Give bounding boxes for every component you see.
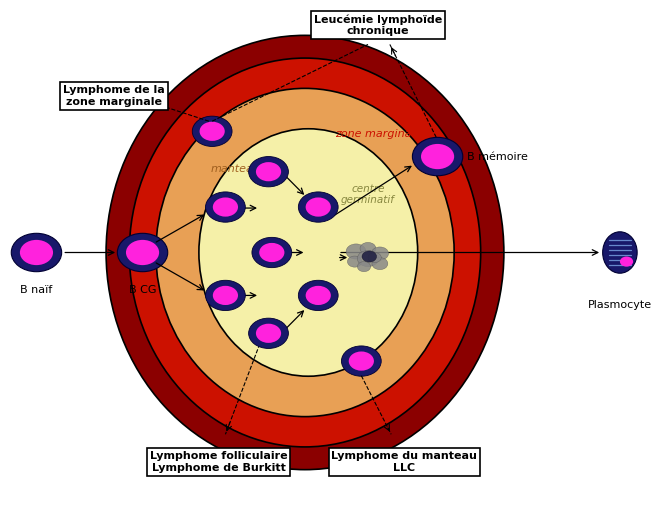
Ellipse shape (346, 244, 366, 259)
Ellipse shape (192, 116, 232, 146)
Text: Lymphome du manteau
LLC: Lymphome du manteau LLC (332, 451, 477, 473)
Ellipse shape (349, 351, 374, 371)
Ellipse shape (249, 318, 288, 348)
Ellipse shape (206, 192, 245, 222)
Text: Lymphome folliculaire
Lymphome de Burkitt: Lymphome folliculaire Lymphome de Burkit… (150, 451, 288, 473)
Ellipse shape (368, 252, 381, 263)
Ellipse shape (252, 237, 292, 268)
Ellipse shape (126, 240, 159, 265)
Text: B CG: B CG (129, 285, 156, 295)
Ellipse shape (200, 122, 225, 141)
Ellipse shape (298, 192, 338, 222)
Ellipse shape (357, 250, 379, 267)
Ellipse shape (371, 247, 389, 260)
Ellipse shape (213, 286, 238, 305)
Ellipse shape (412, 137, 463, 176)
Ellipse shape (620, 257, 633, 267)
Ellipse shape (199, 129, 418, 376)
Text: B mémoire: B mémoire (467, 152, 528, 162)
Text: B naïf: B naïf (21, 285, 52, 295)
Text: zone marginale: zone marginale (335, 129, 421, 139)
Text: manteau: manteau (210, 164, 261, 174)
Text: Plasmocyte: Plasmocyte (588, 300, 652, 311)
Ellipse shape (298, 280, 338, 311)
Ellipse shape (306, 197, 331, 217)
Ellipse shape (256, 162, 281, 181)
Ellipse shape (11, 233, 62, 272)
Ellipse shape (341, 346, 381, 376)
Ellipse shape (213, 197, 238, 217)
Ellipse shape (306, 286, 331, 305)
Ellipse shape (421, 144, 454, 169)
Ellipse shape (603, 232, 637, 273)
Ellipse shape (256, 324, 281, 343)
Ellipse shape (360, 242, 376, 255)
Ellipse shape (156, 88, 454, 417)
Ellipse shape (106, 35, 504, 470)
Ellipse shape (357, 262, 371, 272)
Ellipse shape (206, 280, 245, 311)
Ellipse shape (129, 58, 481, 447)
Ellipse shape (249, 157, 288, 187)
Ellipse shape (347, 256, 362, 267)
Text: Leucémie lymphoïde
chronique: Leucémie lymphoïde chronique (314, 14, 442, 36)
Ellipse shape (117, 233, 168, 272)
Text: Lymphome de la
zone marginale: Lymphome de la zone marginale (63, 85, 164, 107)
Text: centre
germinatif: centre germinatif (341, 184, 395, 205)
Ellipse shape (20, 240, 53, 265)
Ellipse shape (362, 251, 377, 262)
Ellipse shape (372, 258, 388, 270)
Ellipse shape (259, 243, 284, 262)
